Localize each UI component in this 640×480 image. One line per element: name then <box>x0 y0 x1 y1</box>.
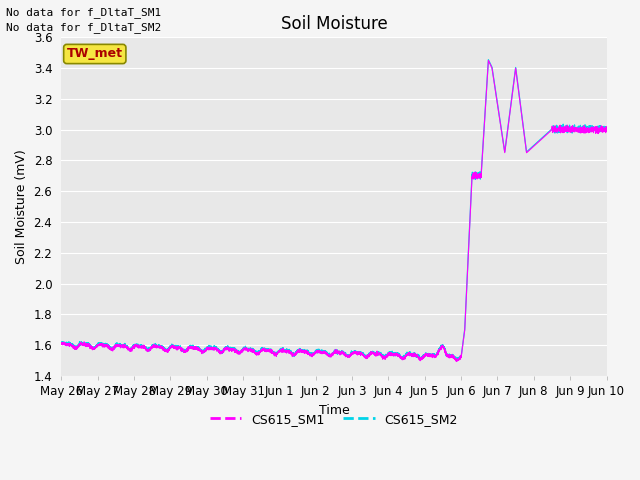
Text: TW_met: TW_met <box>67 48 123 60</box>
X-axis label: Time: Time <box>319 404 349 417</box>
Text: No data for f_DltaT_SM1: No data for f_DltaT_SM1 <box>6 7 162 18</box>
Text: No data for f_DltaT_SM2: No data for f_DltaT_SM2 <box>6 22 162 33</box>
Title: Soil Moisture: Soil Moisture <box>280 15 387 33</box>
Y-axis label: Soil Moisture (mV): Soil Moisture (mV) <box>15 149 28 264</box>
Legend: CS615_SM1, CS615_SM2: CS615_SM1, CS615_SM2 <box>205 408 463 431</box>
